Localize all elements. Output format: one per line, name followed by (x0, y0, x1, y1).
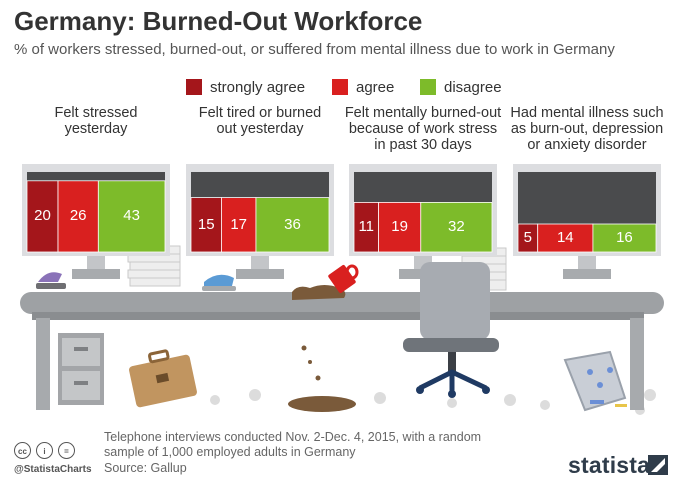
coffee-puddle (288, 396, 356, 412)
category-label-line: or anxiety disorder (527, 137, 647, 153)
monitor-stand (87, 256, 105, 270)
legend-item: agree (332, 76, 394, 98)
equals-icon: = (58, 442, 75, 459)
bar-segment (353, 201, 379, 253)
wastebasket-icon (563, 350, 627, 412)
category-label: Felt tired or burned out yesterday (170, 105, 350, 137)
category-label-line: yesterday (64, 121, 128, 137)
footer-note-line-2: sample of 1,000 employed adults in Germa… (104, 445, 356, 459)
stapler-icon (202, 274, 236, 291)
legend-swatch (332, 79, 348, 95)
bar-segment (221, 197, 257, 253)
bar-segment (420, 201, 493, 253)
legend-label: agree (356, 78, 395, 96)
bar-segment (592, 223, 657, 253)
category-label-line: out yesterday (216, 121, 304, 137)
statista-handle: @StatistaCharts (14, 464, 92, 475)
bar-segment (255, 197, 330, 253)
page-title: Germany: Burned-Out Workforce (14, 6, 423, 36)
legend-item: strongly agree (186, 76, 305, 98)
bar-segment (537, 223, 594, 253)
monitor-base (236, 269, 284, 279)
statista-logo-icon (648, 455, 668, 475)
bar-segment (97, 180, 166, 253)
office-chair-icon (403, 262, 499, 398)
monitor-stand (251, 256, 269, 270)
coffee-drips (301, 345, 321, 381)
category-label: Had mental illness such as burn-out, depr… (497, 105, 677, 153)
legend-item: disagree (420, 76, 502, 98)
cc-icon: cc (14, 442, 31, 459)
bar-segment (517, 223, 539, 253)
category-label-line: because of work stress (348, 121, 498, 137)
briefcase-icon (129, 349, 197, 408)
footer-source: Source: Gallup (104, 461, 187, 475)
bar-segment (26, 180, 59, 253)
category-label-line: Felt stressed (54, 105, 138, 121)
coffee-spill (292, 285, 346, 300)
filing-cabinet-icon (58, 333, 104, 405)
statista-brand: statista (568, 452, 651, 478)
page-subtitle: % of workers stressed, burned-out, or su… (14, 41, 615, 58)
desk (20, 292, 664, 410)
footer-note: Telephone interviews conducted Nov. 2-De… (104, 430, 524, 460)
bar-segment (190, 197, 222, 253)
category-label: Felt mentally burned-out because of work … (333, 105, 513, 153)
legend-label: strongly agree (210, 78, 306, 96)
category-label-line: Had mental illness such (510, 105, 664, 121)
monitor-base (563, 269, 611, 279)
bar-segment (378, 201, 422, 253)
attribution-icon: i (36, 442, 53, 459)
hole-punch-icon (36, 272, 66, 289)
legend-swatch (420, 79, 436, 95)
bar-segment (57, 180, 99, 253)
category-label-line: Felt tired or burned (198, 105, 322, 121)
category-label-line: in past 30 days (374, 137, 472, 153)
category-label: Felt stressed yesterday (6, 105, 186, 137)
category-label-line: Felt mentally burned-out (344, 105, 502, 121)
legend-label: disagree (444, 78, 502, 96)
category-label-line: as burn-out, depression (510, 121, 664, 137)
legend: strongly agree agree disagree (0, 76, 680, 98)
monitor-stand (578, 256, 596, 270)
footer-note-line-1: Telephone interviews conducted Nov. 2-De… (104, 430, 482, 444)
legend-swatch (186, 79, 202, 95)
coffee-mug-icon (328, 264, 359, 293)
monitor-base (72, 269, 120, 279)
